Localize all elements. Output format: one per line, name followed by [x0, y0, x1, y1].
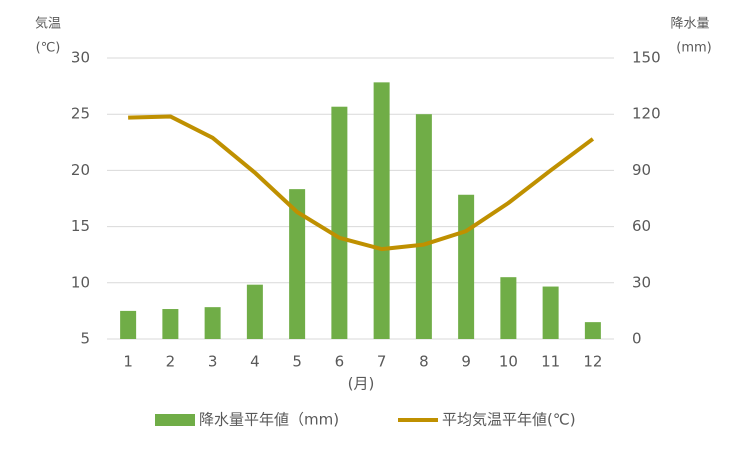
x-tick-label: 12: [583, 353, 602, 371]
x-tick-label: 1: [123, 353, 133, 371]
x-tick-label: 3: [208, 353, 218, 371]
y-tick-label: 5: [80, 330, 90, 348]
y-axis-label: 気温: [35, 16, 61, 32]
y-tick-label: 20: [71, 161, 90, 179]
line: [128, 114, 595, 252]
bar: [162, 309, 179, 339]
y2-axis-label: (mm): [676, 41, 711, 56]
x-axis-label: (月): [348, 375, 375, 393]
y-tick-label: 10: [71, 273, 90, 291]
bar: [373, 82, 390, 339]
bar: [542, 286, 559, 339]
y2-tick-label: 90: [632, 161, 651, 179]
x-tick-label: 6: [335, 353, 345, 371]
bar: [120, 310, 137, 339]
x-tick-label: 8: [419, 353, 429, 371]
bar: [289, 189, 306, 339]
legend-label: 平均気温平年値(℃): [442, 411, 576, 429]
y2-tick-label: 0: [632, 330, 642, 348]
y2-tick-label: 60: [632, 217, 651, 235]
bar: [584, 322, 601, 339]
x-tick-label: 10: [499, 353, 518, 371]
y-tick-label: 25: [71, 105, 90, 123]
x-tick-label: 7: [377, 353, 387, 371]
y2-tick-label: 150: [632, 49, 661, 67]
bar: [204, 307, 221, 339]
y-axis-label: (℃): [36, 41, 61, 56]
legend-swatch: [155, 414, 195, 426]
x-tick-label: 2: [166, 353, 176, 371]
bar: [246, 284, 263, 339]
bar: [458, 194, 475, 339]
bar: [331, 106, 348, 339]
bar: [415, 114, 432, 339]
y-tick-label: 15: [71, 217, 90, 235]
y2-tick-label: 30: [632, 273, 651, 291]
y2-tick-label: 120: [632, 105, 661, 123]
x-tick-label: 5: [292, 353, 302, 371]
bar: [500, 277, 517, 339]
y-tick-label: 30: [71, 49, 90, 67]
x-tick-label: 9: [461, 353, 471, 371]
x-tick-label: 11: [541, 353, 560, 371]
legend-label: 降水量平年値（mm): [199, 411, 339, 429]
x-tick-label: 4: [250, 353, 260, 371]
y2-axis-label: 降水量: [670, 17, 709, 32]
